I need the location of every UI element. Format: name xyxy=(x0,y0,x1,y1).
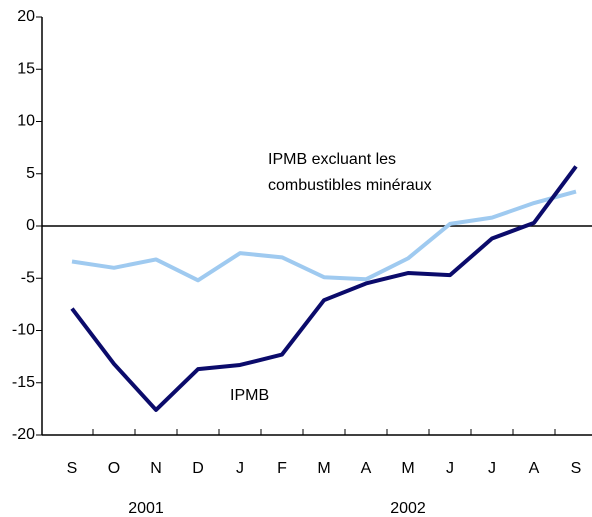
x-tick-label: S xyxy=(571,460,582,477)
x-tick-label: A xyxy=(529,460,540,477)
y-tick-label: 5 xyxy=(26,165,35,182)
x-tick-label: M xyxy=(317,460,330,477)
y-tick-label: 20 xyxy=(17,8,35,25)
y-tick-label: -5 xyxy=(21,269,35,286)
series-line xyxy=(71,189,577,283)
year-label: 2002 xyxy=(390,500,426,517)
annotation: combustibles minéraux xyxy=(268,177,432,194)
x-tick-label: F xyxy=(277,460,287,477)
x-tick-label: A xyxy=(361,460,372,477)
x-tick-label: J xyxy=(488,460,496,477)
annotation: IPMB excluant les xyxy=(268,151,396,168)
series-line xyxy=(70,165,578,412)
y-tick-label: 15 xyxy=(17,60,35,77)
x-tick-label: M xyxy=(401,460,414,477)
x-tick-label: N xyxy=(150,460,162,477)
y-tick-label: -20 xyxy=(12,426,35,443)
x-tick-label: S xyxy=(67,460,78,477)
y-tick-label: 10 xyxy=(17,113,35,130)
year-label: 2001 xyxy=(128,500,164,517)
x-tick-label: J xyxy=(236,460,244,477)
x-tick-label: O xyxy=(108,460,120,477)
x-tick-label: J xyxy=(446,460,454,477)
x-tick-label: D xyxy=(192,460,204,477)
annotation: IPMB xyxy=(230,387,269,404)
y-tick-label: -15 xyxy=(12,374,35,391)
y-tick-label: 0 xyxy=(26,217,35,234)
y-tick-label: -10 xyxy=(12,322,35,339)
